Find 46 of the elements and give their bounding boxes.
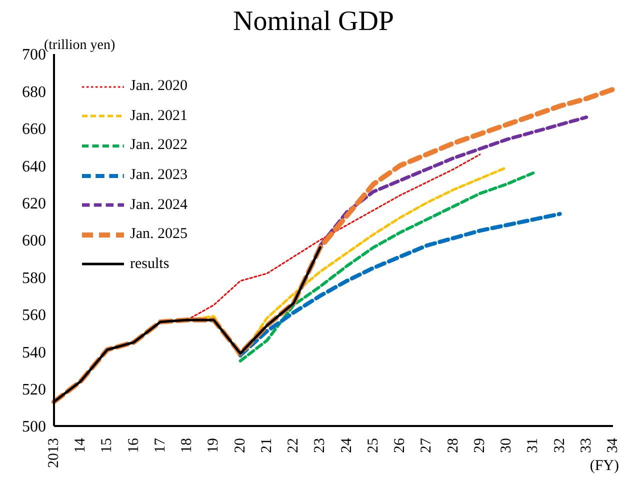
x-tick-label: 28 [445, 438, 462, 453]
x-tick-label: 25 [365, 438, 382, 453]
y-tick-label: 600 [22, 232, 46, 250]
legend-label: results [130, 256, 170, 273]
x-tick-label: 14 [72, 438, 89, 453]
x-tick-label: 23 [312, 438, 328, 453]
x-tick-label: 15 [99, 438, 116, 453]
x-tick-label: 2013 [46, 438, 62, 468]
y-tick-label: 560 [22, 307, 46, 324]
x-tick-label: 16 [126, 438, 142, 453]
legend-label: Jan. 2021 [130, 108, 188, 125]
legend-label: Jan. 2020 [130, 78, 188, 96]
y-axis-title: (trillion yen) [44, 38, 116, 53]
x-tick-label: 30 [498, 438, 515, 453]
x-tick-label: 19 [206, 438, 222, 453]
chart-title: Nominal GDP [232, 6, 395, 38]
legend-label: Jan. 2024 [130, 196, 188, 214]
legend-label: Jan. 2023 [130, 167, 188, 184]
x-tick-label: 17 [152, 438, 168, 453]
x-tick-label: 20 [232, 438, 248, 453]
x-tick-label: 29 [472, 438, 488, 453]
x-tick-label: 27 [418, 438, 435, 453]
y-tick-label: 700 [22, 46, 46, 64]
x-tick-label: 24 [338, 438, 355, 453]
x-tick-label: 32 [552, 438, 568, 453]
x-tick-label: 22 [286, 438, 302, 453]
line-series [238, 172, 535, 362]
y-tick-label: 640 [22, 158, 46, 176]
x-tick-label: 31 [525, 438, 542, 453]
x-tick-label: 21 [258, 438, 275, 453]
x-tick-label: 34 [605, 438, 621, 453]
y-tick-label: 620 [22, 195, 46, 212]
y-tick-label: 520 [22, 381, 46, 398]
y-tick-label: 580 [22, 270, 46, 287]
x-tick-label: 33 [578, 438, 594, 453]
x-tick-label: 18 [179, 438, 196, 453]
legend-label: Jan. 2022 [130, 137, 188, 154]
y-tick-label: 680 [22, 84, 46, 101]
y-tick-label: 660 [22, 121, 46, 138]
line-series [318, 115, 588, 248]
line-series [238, 212, 562, 358]
legend-label: Jan. 2025 [130, 226, 188, 244]
x-tick-label: 26 [392, 438, 408, 453]
x-axis-title: (FY) [590, 458, 619, 475]
y-tick-label: 540 [22, 344, 46, 362]
y-tick-label: 500 [22, 418, 46, 436]
